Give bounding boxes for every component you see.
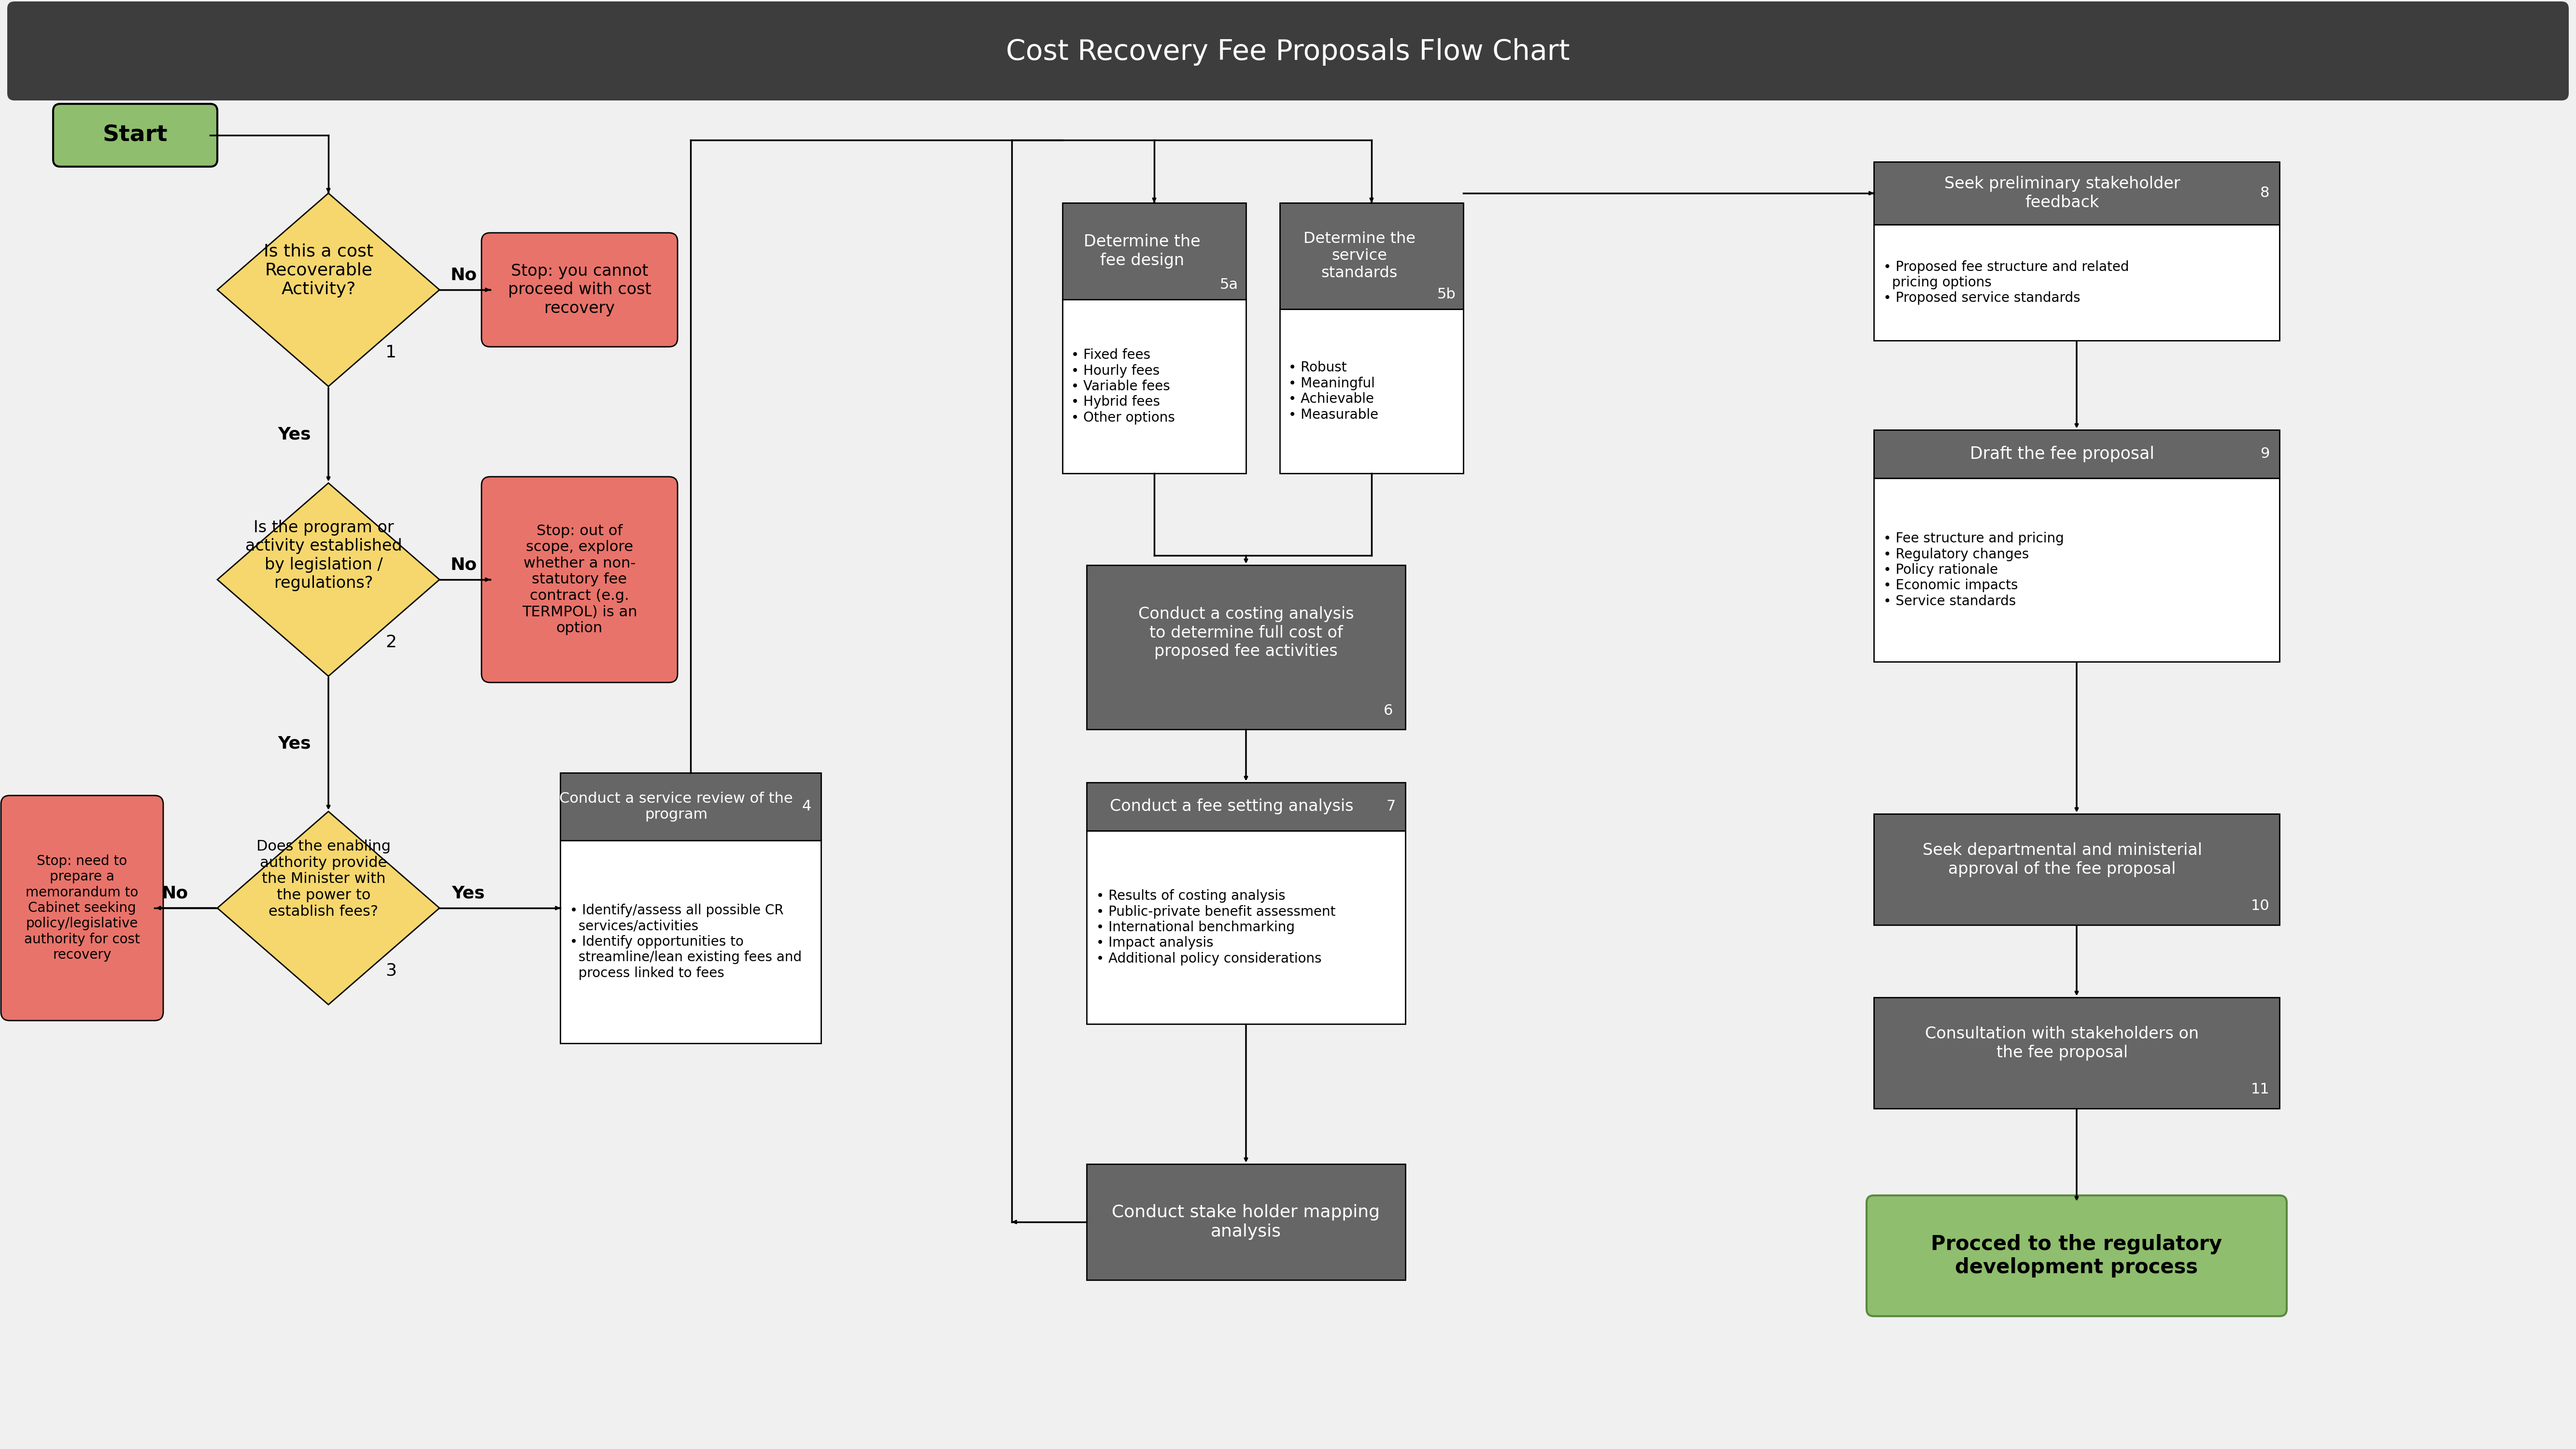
Text: Yes: Yes [278, 426, 312, 443]
Text: 1: 1 [386, 345, 397, 361]
Bar [559, 772, 822, 840]
Bar [1873, 814, 2280, 924]
Text: Conduct stake holder mapping
analysis: Conduct stake holder mapping analysis [1113, 1204, 1381, 1240]
Text: Conduct a service review of the
program: Conduct a service review of the program [559, 791, 793, 822]
Text: Determine the
service
standards: Determine the service standards [1303, 232, 1417, 281]
Polygon shape [216, 483, 440, 677]
Bar [1087, 565, 1406, 729]
Text: • Robust
• Meaningful
• Achievable
• Measurable: • Robust • Meaningful • Achievable • Mea… [1288, 361, 1378, 422]
Text: Yes: Yes [451, 885, 484, 901]
Text: Start: Start [103, 125, 167, 146]
Text: 2: 2 [386, 635, 397, 651]
Text: Determine the
fee design: Determine the fee design [1084, 233, 1200, 268]
Text: Consultation with stakeholders on
the fee proposal: Consultation with stakeholders on the fe… [1924, 1026, 2200, 1061]
FancyBboxPatch shape [1868, 1195, 2287, 1316]
Text: Stop: out of
scope, explore
whether a non-
statutory fee
contract (e.g.
TERMPOL): Stop: out of scope, explore whether a no… [523, 525, 636, 635]
Text: No: No [451, 267, 477, 284]
FancyBboxPatch shape [482, 477, 677, 682]
Text: No: No [162, 885, 188, 901]
Bar [1087, 830, 1406, 1024]
Bar [1087, 782, 1406, 830]
Text: Does the enabling
authority provide
the Minister with
the power to
establish fee: Does the enabling authority provide the … [258, 839, 392, 919]
Text: 4: 4 [801, 800, 811, 814]
Text: Conduct a costing analysis
to determine full cost of
proposed fee activities: Conduct a costing analysis to determine … [1139, 606, 1355, 659]
Text: 3: 3 [386, 962, 397, 980]
Text: 5b: 5b [1437, 287, 1455, 301]
Text: Procced to the regulatory
development process: Procced to the regulatory development pr… [1932, 1235, 2223, 1278]
Text: No: No [451, 556, 477, 574]
Bar [1087, 1164, 1406, 1279]
Text: 11: 11 [2251, 1082, 2269, 1095]
Text: 5a: 5a [1221, 278, 1239, 293]
FancyBboxPatch shape [54, 104, 216, 167]
Bar [1873, 430, 2280, 478]
FancyBboxPatch shape [8, 1, 2568, 100]
Text: • Fee structure and pricing
• Regulatory changes
• Policy rationale
• Economic i: • Fee structure and pricing • Regulatory… [1883, 532, 2063, 609]
Bar [1061, 300, 1247, 474]
Text: Yes: Yes [278, 736, 312, 752]
Text: 8: 8 [2259, 187, 2269, 200]
Text: 9: 9 [2259, 446, 2269, 461]
Bar [1280, 309, 1463, 474]
Bar [1873, 478, 2280, 662]
Text: • Fixed fees
• Hourly fees
• Variable fees
• Hybrid fees
• Other options: • Fixed fees • Hourly fees • Variable fe… [1072, 348, 1175, 425]
Text: • Identify/assess all possible CR
  services/activities
• Identify opportunities: • Identify/assess all possible CR servic… [569, 904, 801, 980]
FancyBboxPatch shape [482, 233, 677, 346]
Text: 6: 6 [1383, 704, 1394, 719]
Text: Is this a cost
Recoverable
Activity?: Is this a cost Recoverable Activity? [263, 243, 374, 297]
Text: Stop: need to
prepare a
memorandum to
Cabinet seeking
policy/legislative
authori: Stop: need to prepare a memorandum to Ca… [23, 855, 139, 962]
Bar [1873, 997, 2280, 1108]
Text: Conduct a fee setting analysis: Conduct a fee setting analysis [1110, 798, 1352, 814]
Bar [1873, 225, 2280, 341]
Text: Draft the fee proposal: Draft the fee proposal [1971, 446, 2154, 462]
Text: 10: 10 [2251, 898, 2269, 913]
Text: Seek departmental and ministerial
approval of the fee proposal: Seek departmental and ministerial approv… [1922, 842, 2202, 877]
Text: Stop: you cannot
proceed with cost
recovery: Stop: you cannot proceed with cost recov… [507, 264, 652, 316]
Text: 7: 7 [1386, 800, 1396, 814]
Text: • Results of costing analysis
• Public-private benefit assessment
• Internationa: • Results of costing analysis • Public-p… [1097, 890, 1334, 965]
Bar [1873, 162, 2280, 225]
Bar [1061, 203, 1247, 300]
Bar [1280, 203, 1463, 309]
Text: • Proposed fee structure and related
  pricing options
• Proposed service standa: • Proposed fee structure and related pri… [1883, 261, 2128, 304]
FancyBboxPatch shape [0, 796, 162, 1020]
Polygon shape [216, 193, 440, 387]
Bar [559, 840, 822, 1043]
Text: Seek preliminary stakeholder
feedback: Seek preliminary stakeholder feedback [1945, 175, 2179, 210]
Polygon shape [216, 811, 440, 1004]
Text: Cost Recovery Fee Proposals Flow Chart: Cost Recovery Fee Proposals Flow Chart [1007, 39, 1569, 65]
Text: Is the program or
activity established
by legislation /
regulations?: Is the program or activity established b… [245, 520, 402, 591]
